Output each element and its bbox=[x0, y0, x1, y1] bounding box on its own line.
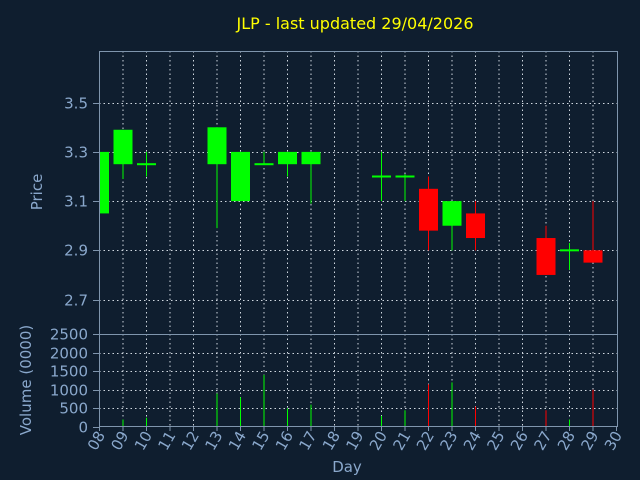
price-tick-label: 3.5 bbox=[64, 95, 88, 113]
price-panel: 3.5 3.3 3.1 2.9 2.7 Price bbox=[28, 51, 618, 335]
volume-tick-label: 1000 bbox=[50, 382, 88, 400]
volume-tick-label: 0 bbox=[78, 419, 88, 437]
day-label: 25 bbox=[483, 428, 508, 454]
day-label: 10 bbox=[131, 428, 156, 454]
volume-tick-label: 500 bbox=[59, 400, 88, 418]
candle-body bbox=[419, 188, 438, 231]
price-grid bbox=[99, 51, 617, 334]
volume-axis-title: Volume (0000) bbox=[17, 325, 35, 435]
day-label: 27 bbox=[530, 428, 555, 454]
candle-body bbox=[372, 175, 391, 178]
day-label: 26 bbox=[507, 428, 532, 454]
volume-tick-label: 1500 bbox=[50, 363, 88, 381]
price-candles bbox=[99, 127, 603, 275]
day-label: 24 bbox=[460, 428, 485, 454]
candle-body bbox=[113, 129, 133, 165]
price-tick-label: 2.7 bbox=[64, 292, 88, 310]
x-axis: 0809101112131415161718192021222324252627… bbox=[84, 427, 626, 454]
day-label: 12 bbox=[178, 428, 203, 454]
price-tick-label: 3.1 bbox=[64, 193, 88, 211]
day-label: 20 bbox=[366, 428, 391, 454]
volume-tick-label: 2000 bbox=[50, 345, 88, 363]
price-y-axis: 3.5 3.3 3.1 2.9 2.7 bbox=[64, 95, 99, 310]
day-label: 09 bbox=[107, 428, 132, 454]
day-label: 29 bbox=[577, 428, 602, 454]
day-label: 28 bbox=[554, 428, 579, 454]
price-axis-title: Price bbox=[28, 174, 46, 211]
chart-title: JLP - last updated 29/04/2026 bbox=[235, 14, 473, 33]
volume-plot-frame bbox=[99, 334, 618, 427]
candle-body bbox=[536, 238, 556, 275]
day-label: 19 bbox=[342, 428, 367, 454]
price-tick-label: 2.9 bbox=[64, 242, 88, 260]
volume-tick-label: 2500 bbox=[50, 326, 88, 344]
candle-body bbox=[278, 151, 297, 165]
candle-body bbox=[301, 151, 321, 165]
candle-body bbox=[254, 163, 274, 166]
day-label: 23 bbox=[436, 428, 461, 454]
day-label: 15 bbox=[248, 428, 273, 454]
candle-body bbox=[560, 249, 579, 252]
candle-body bbox=[583, 250, 603, 263]
day-label: 30 bbox=[601, 428, 626, 454]
candle-body bbox=[466, 213, 485, 239]
candle-body bbox=[207, 127, 227, 165]
price-plot-background bbox=[99, 51, 617, 334]
candle-body bbox=[99, 151, 109, 214]
volume-bars bbox=[122, 374, 594, 427]
day-label: 14 bbox=[225, 428, 250, 454]
candle-body bbox=[442, 201, 462, 226]
candle-body bbox=[231, 151, 250, 202]
x-axis-title: Day bbox=[332, 458, 362, 476]
candle-body bbox=[395, 175, 415, 178]
day-label: 22 bbox=[413, 428, 438, 454]
day-label: 16 bbox=[272, 428, 297, 454]
price-tick-label: 3.3 bbox=[64, 144, 88, 162]
candle-body bbox=[137, 163, 156, 166]
day-label: 21 bbox=[389, 428, 414, 454]
day-label: 17 bbox=[295, 428, 320, 454]
day-label: 11 bbox=[154, 428, 179, 454]
day-label: 13 bbox=[201, 428, 226, 454]
day-label: 18 bbox=[319, 428, 344, 454]
